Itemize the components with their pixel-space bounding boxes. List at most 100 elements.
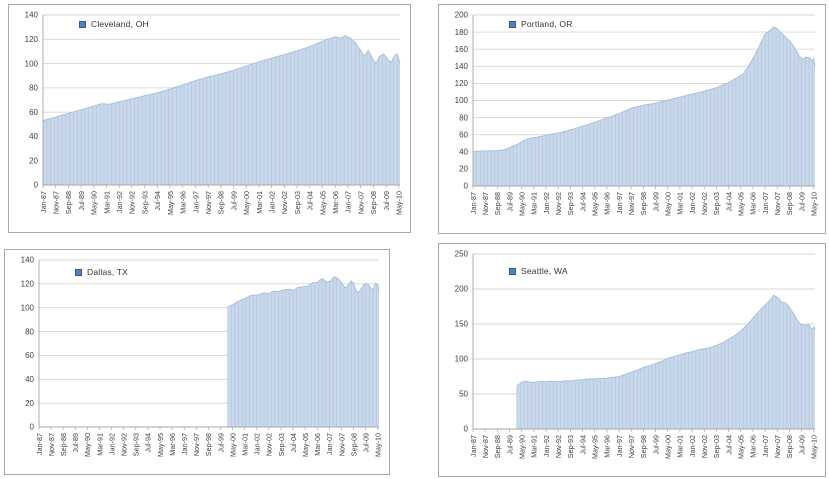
svg-text:Mar-96: Mar-96 — [179, 191, 188, 214]
svg-text:May-95: May-95 — [156, 433, 165, 457]
svg-text:Sep-88: Sep-88 — [64, 191, 73, 214]
svg-text:80: 80 — [29, 84, 38, 93]
chart-canvas-cleveland: 0 20 40 60 80 100 120 140 Jan-87 Nov-87 Sep-88 Jul-… — [25, 11, 404, 215]
y-axis-labels: 0 20 40 60 80 100 120 140 — [21, 256, 35, 432]
svg-text:Sep-98: Sep-98 — [204, 433, 213, 456]
svg-text:Mar-96: Mar-96 — [603, 435, 612, 458]
svg-text:Sep-08: Sep-08 — [785, 435, 794, 458]
svg-text:40: 40 — [29, 132, 38, 141]
svg-text:40: 40 — [459, 148, 468, 157]
svg-text:200: 200 — [455, 285, 469, 294]
legend-cleveland: Cleveland, OH — [79, 19, 149, 29]
svg-text:120: 120 — [25, 35, 39, 44]
svg-text:Sep-88: Sep-88 — [493, 192, 502, 215]
legend-label: Portland, OR — [521, 19, 573, 29]
svg-text:May-00: May-00 — [664, 192, 673, 216]
svg-text:Sep-93: Sep-93 — [140, 191, 149, 214]
svg-text:Jul-09: Jul-09 — [797, 192, 806, 212]
svg-text:60: 60 — [29, 108, 38, 117]
svg-text:Nov-02: Nov-02 — [280, 191, 289, 214]
svg-text:Sep-93: Sep-93 — [566, 435, 575, 458]
svg-text:20: 20 — [29, 156, 38, 165]
legend-seattle: Seattle, WA — [509, 266, 568, 276]
svg-text:Sep-03: Sep-03 — [712, 192, 721, 215]
svg-text:60: 60 — [459, 130, 468, 139]
chart-portland-or: Portland, OR 0 20 40 60 80 100 120 140 160 180 200… — [438, 4, 826, 234]
svg-text:May-05: May-05 — [318, 191, 327, 215]
svg-text:150: 150 — [455, 320, 469, 329]
svg-text:May-05: May-05 — [301, 433, 310, 457]
svg-text:Sep-03: Sep-03 — [277, 433, 286, 456]
svg-text:Mar-06: Mar-06 — [749, 192, 758, 215]
svg-text:Nov-07: Nov-07 — [356, 191, 365, 214]
svg-text:May-95: May-95 — [591, 435, 600, 459]
svg-text:20: 20 — [25, 399, 34, 408]
svg-text:Mar-06: Mar-06 — [331, 191, 340, 214]
x-axis-labels: Jan-87 Nov-87 Sep-88 Jul-89 May-90 Mar-91 Jan-… — [469, 435, 819, 459]
axes — [42, 15, 400, 188]
svg-text:Nov-92: Nov-92 — [120, 433, 129, 456]
svg-text:Jan-87: Jan-87 — [469, 435, 478, 457]
svg-text:Jul-09: Jul-09 — [797, 435, 806, 455]
svg-text:80: 80 — [25, 327, 34, 336]
svg-text:0: 0 — [464, 182, 469, 191]
svg-text:0: 0 — [30, 423, 35, 432]
svg-text:Sep-08: Sep-08 — [349, 433, 358, 456]
svg-text:Jul-99: Jul-99 — [229, 191, 238, 211]
svg-text:Jan-07: Jan-07 — [344, 191, 353, 213]
svg-text:Jan-87: Jan-87 — [39, 191, 48, 213]
svg-text:May-00: May-00 — [242, 191, 251, 215]
legend-dallas: Dallas, TX — [75, 267, 128, 277]
legend-label: Dallas, TX — [87, 267, 129, 277]
svg-text:Nov-87: Nov-87 — [47, 433, 56, 456]
series-marker-icon — [509, 267, 516, 275]
chart-cleveland-oh: Cleveland, OH 0 20 40 60 80 100 120 140 Jan-87 No… — [8, 4, 411, 233]
svg-text:Jul-89: Jul-89 — [71, 433, 80, 453]
svg-text:Sep-93: Sep-93 — [132, 433, 141, 456]
svg-text:Jan-07: Jan-07 — [761, 435, 770, 457]
area-series — [516, 294, 816, 429]
svg-text:Nov-97: Nov-97 — [627, 192, 636, 215]
svg-text:Jan-97: Jan-97 — [615, 435, 624, 457]
svg-text:Mar-01: Mar-01 — [676, 192, 685, 215]
svg-text:May-95: May-95 — [591, 192, 600, 216]
axes — [38, 260, 379, 430]
svg-text:Nov-87: Nov-87 — [52, 191, 61, 214]
svg-text:Nov-97: Nov-97 — [192, 433, 201, 456]
svg-text:Jan-92: Jan-92 — [115, 191, 124, 213]
svg-text:Jan-87: Jan-87 — [469, 192, 478, 214]
area-series — [42, 35, 401, 185]
svg-text:May-10: May-10 — [374, 433, 383, 457]
series-marker-icon — [509, 20, 516, 28]
svg-text:Jul-99: Jul-99 — [651, 192, 660, 212]
svg-text:0: 0 — [464, 425, 469, 434]
svg-text:May-95: May-95 — [166, 191, 175, 215]
svg-text:Mar-01: Mar-01 — [676, 435, 685, 458]
svg-text:Jan-02: Jan-02 — [688, 435, 697, 457]
svg-text:Sep-08: Sep-08 — [785, 192, 794, 215]
svg-text:250: 250 — [455, 250, 469, 259]
svg-text:Nov-87: Nov-87 — [481, 192, 490, 215]
svg-text:Nov-07: Nov-07 — [773, 192, 782, 215]
svg-text:Sep-93: Sep-93 — [566, 192, 575, 215]
svg-text:180: 180 — [455, 28, 469, 37]
svg-text:Nov-02: Nov-02 — [265, 433, 274, 456]
svg-text:May-00: May-00 — [664, 435, 673, 459]
svg-text:Jan-07: Jan-07 — [761, 192, 770, 214]
svg-text:Sep-08: Sep-08 — [369, 191, 378, 214]
svg-text:Nov-92: Nov-92 — [554, 435, 563, 458]
svg-text:May-90: May-90 — [517, 435, 526, 459]
svg-text:Jan-92: Jan-92 — [542, 192, 551, 214]
svg-text:May-00: May-00 — [228, 433, 237, 457]
svg-text:Jan-02: Jan-02 — [253, 433, 262, 455]
svg-text:May-90: May-90 — [90, 191, 99, 215]
svg-text:Mar-91: Mar-91 — [102, 191, 111, 214]
x-axis-labels: Jan-87 Nov-87 Sep-88 Jul-89 May-90 Mar-91 Jan-… — [35, 433, 383, 457]
area-series — [227, 276, 380, 427]
svg-text:100: 100 — [25, 59, 39, 68]
svg-text:Sep-03: Sep-03 — [712, 435, 721, 458]
svg-text:Jan-07: Jan-07 — [325, 433, 334, 455]
svg-text:80: 80 — [459, 113, 468, 122]
